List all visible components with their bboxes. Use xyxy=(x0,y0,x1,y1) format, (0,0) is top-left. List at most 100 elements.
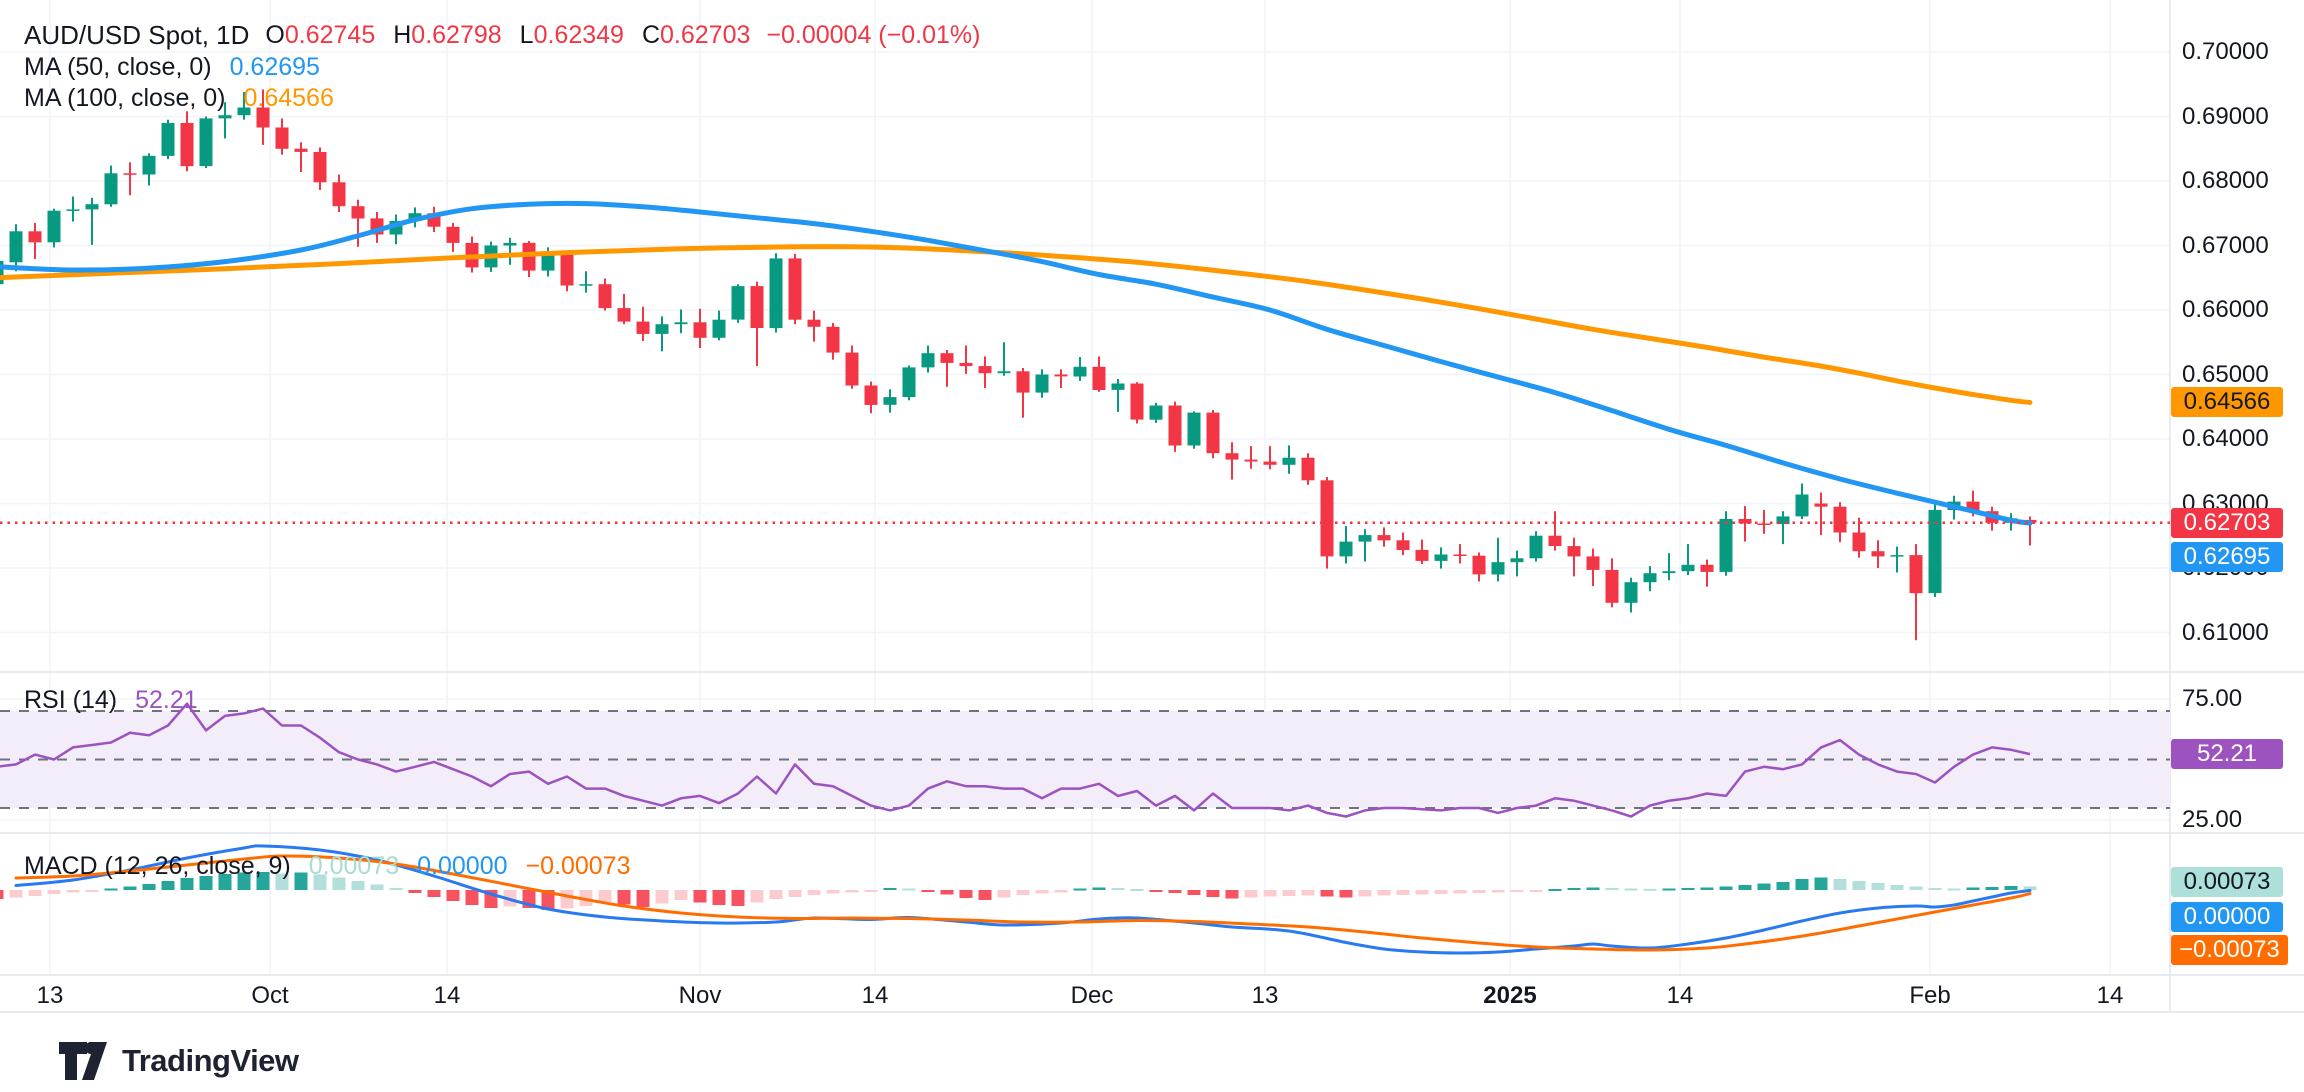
ma50-label: MA (50, close, 0) xyxy=(24,53,212,81)
candle-body xyxy=(826,326,840,353)
candle-body xyxy=(0,261,4,285)
price-tick-label: 0.64000 xyxy=(2182,425,2269,452)
price-tick-label: 0.69000 xyxy=(2182,102,2269,130)
candle-body xyxy=(1586,556,1600,570)
macd-line-label: 0.00000 xyxy=(2171,902,2283,932)
ohlc-l: L0.62349 xyxy=(519,21,624,49)
candle-body xyxy=(1339,541,1353,557)
macd-line xyxy=(14,844,2032,955)
candle-body xyxy=(9,231,23,263)
candle-body xyxy=(66,209,80,211)
candle-body xyxy=(1377,535,1391,541)
time-tick-label: 2025 xyxy=(1483,982,1537,1009)
last-price-label: 0.62703 xyxy=(2171,508,2283,538)
candle-body xyxy=(1814,503,1828,507)
time-tick-label: Oct xyxy=(251,982,289,1009)
candle-body xyxy=(1776,516,1790,525)
candle-body xyxy=(256,107,270,128)
price-tick-label: 0.67000 xyxy=(2182,231,2269,259)
macd-hist-label: 0.00073 xyxy=(2171,867,2283,897)
candle-body xyxy=(1282,457,1296,465)
candle-body xyxy=(180,123,194,167)
ma50-value: 0.62695 xyxy=(229,53,320,81)
candle-body xyxy=(1073,366,1087,377)
ma50-legend-row[interactable]: MA (50, close, 0) 0.62695 xyxy=(24,53,320,82)
candle-body xyxy=(1016,371,1030,393)
candle-body xyxy=(1453,554,1467,556)
candle-body xyxy=(864,385,878,405)
candle-body xyxy=(598,284,612,309)
candle-body xyxy=(199,118,213,167)
candle-body xyxy=(1035,374,1049,393)
candle-body xyxy=(1605,569,1619,603)
ohlc-c: C0.62703 xyxy=(641,21,751,49)
candle-body xyxy=(28,231,42,243)
candle-body xyxy=(1548,535,1562,546)
candle-body xyxy=(1491,562,1505,575)
time-tick-label: 13 xyxy=(36,982,64,1009)
candle-body xyxy=(351,206,365,219)
candle-body xyxy=(1225,453,1239,460)
macd-signal-label: −0.00073 xyxy=(2171,935,2288,965)
candle-body xyxy=(541,254,555,271)
ma50-value-label: 0.62695 xyxy=(2171,542,2283,572)
candle-body xyxy=(1244,459,1258,462)
candle-body xyxy=(47,210,61,243)
candle-body xyxy=(788,258,802,320)
candle-body xyxy=(1567,546,1581,557)
candle-body xyxy=(636,321,650,334)
candle-body xyxy=(332,182,346,207)
candle-body xyxy=(845,352,859,386)
tradingview-logo[interactable]: TradingView xyxy=(58,1038,299,1084)
tradingview-mark-icon xyxy=(59,1042,107,1080)
time-tick-label: 13 xyxy=(1251,982,1279,1009)
grid-lines xyxy=(0,0,2304,1013)
candle-body xyxy=(1301,457,1315,481)
candle-body xyxy=(1681,564,1695,572)
candle-body xyxy=(674,322,688,325)
candle-body xyxy=(579,284,593,286)
candle-body xyxy=(1700,564,1714,572)
candle-body xyxy=(123,173,137,175)
rsi-value-label: 52.21 xyxy=(2171,739,2283,769)
macd-histogram xyxy=(0,872,2037,910)
candle-body xyxy=(959,362,973,367)
rsi-tick-label: 25.00 xyxy=(2182,806,2243,834)
ma100-label: MA (100, close, 0) xyxy=(24,84,226,112)
candle-body xyxy=(161,123,175,156)
rsi-legend-row[interactable]: RSI (14) 52.21 xyxy=(24,686,198,715)
macd-line-value: 0.00000 xyxy=(417,852,508,880)
time-tick-label: 14 xyxy=(861,982,889,1009)
rsi-line xyxy=(0,702,2031,818)
candle-body xyxy=(883,397,897,405)
ohlc-o: O0.62745 xyxy=(265,21,376,49)
ma100-legend-row[interactable]: MA (100, close, 0) 0.64566 xyxy=(24,84,334,113)
macd-legend-row[interactable]: MACD (12, 26, close, 9) 0.00073 0.00000 … xyxy=(24,852,630,881)
candle-body xyxy=(1833,506,1847,533)
candle-body xyxy=(1263,461,1277,465)
ma100-line xyxy=(0,244,2033,405)
candle-body xyxy=(940,353,954,363)
candle-body xyxy=(1624,582,1638,603)
candle-body xyxy=(408,213,422,221)
candle-body xyxy=(1871,551,1885,557)
candle-body xyxy=(1111,383,1125,390)
time-tick-label: Nov xyxy=(678,982,722,1009)
symbol-title[interactable]: AUD/USD Spot, 1D xyxy=(24,20,250,50)
ma100-value: 0.64566 xyxy=(243,84,334,112)
price-tick-label: 0.66000 xyxy=(2182,296,2269,323)
candle-body xyxy=(769,258,783,329)
candle-body xyxy=(275,127,289,149)
candle-body xyxy=(1795,494,1809,517)
candle-body xyxy=(1890,555,1904,557)
candle-body xyxy=(503,242,517,246)
symbol-legend-row[interactable]: AUD/USD Spot, 1D O0.62745 H0.62798 L0.6234… xyxy=(24,20,980,51)
rsi-value: 52.21 xyxy=(135,686,198,714)
candle-body xyxy=(921,353,935,368)
candle-body xyxy=(1434,554,1448,561)
candle-body xyxy=(1396,540,1410,550)
price-tick-label: 0.65000 xyxy=(2182,360,2269,388)
candle-body xyxy=(1130,383,1144,420)
candle-body xyxy=(1054,374,1068,377)
